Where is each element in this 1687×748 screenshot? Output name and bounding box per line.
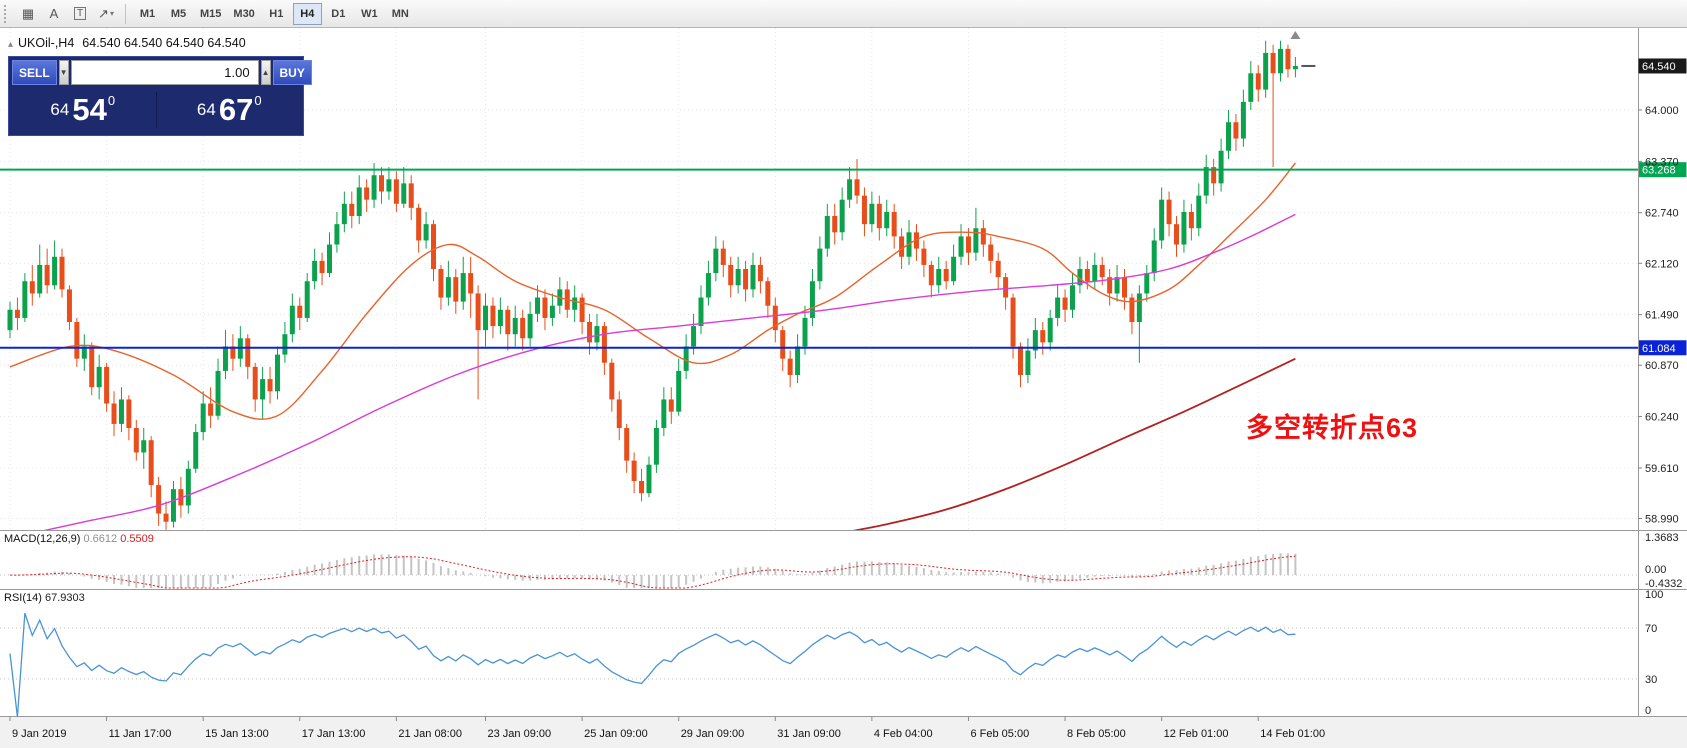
timeframe-mn-button[interactable]: MN — [386, 3, 415, 25]
svg-text:29 Jan 09:00: 29 Jan 09:00 — [681, 728, 745, 740]
ohlc-values: 64.540 64.540 64.540 64.540 — [82, 36, 246, 50]
svg-text:31 Jan 09:00: 31 Jan 09:00 — [777, 728, 841, 740]
svg-text:58.990: 58.990 — [1645, 514, 1679, 526]
buy-price-display[interactable]: 64 67 0 — [159, 88, 301, 132]
svg-text:0.00: 0.00 — [1645, 564, 1666, 576]
svg-text:60.870: 60.870 — [1645, 360, 1679, 372]
svg-text:30: 30 — [1645, 674, 1657, 686]
svg-text:62.740: 62.740 — [1645, 208, 1679, 220]
macd-signal-line — [9, 555, 1296, 589]
timeframe-m5-button[interactable]: M5 — [164, 3, 193, 25]
svg-text:12 Feb 01:00: 12 Feb 01:00 — [1164, 728, 1229, 740]
last-price-label: 64.540 — [1638, 58, 1687, 74]
svg-text:15 Jan 13:00: 15 Jan 13:00 — [205, 728, 269, 740]
ma-slow-line — [43, 213, 1296, 530]
macd-main-value: 0.6612 — [83, 533, 118, 545]
toolbar: ▦ A T ↗ ▾ M1 M5 M15 M30 H1 H4 D1 W1 MN — [0, 0, 1687, 28]
svg-text:6 Feb 05:00: 6 Feb 05:00 — [970, 728, 1029, 740]
chart-shift-marker[interactable] — [1290, 31, 1316, 67]
svg-text:14 Feb 01:00: 14 Feb 01:00 — [1260, 728, 1325, 740]
time-axis[interactable]: 9 Jan 2019 11 Jan 17:00 15 Jan 13:00 17 Jan… — [9, 717, 1325, 740]
toolbar-grip[interactable] — [4, 4, 10, 23]
svg-text:60.240: 60.240 — [1645, 412, 1679, 424]
svg-text:0: 0 — [1645, 705, 1651, 717]
svg-text:21 Jan 08:00: 21 Jan 08:00 — [398, 728, 462, 740]
buy-price-point: 0 — [254, 92, 262, 108]
svg-text:64.000: 64.000 — [1645, 105, 1679, 117]
svg-text:61.084: 61.084 — [1642, 343, 1676, 355]
macd-signal-value: 0.5509 — [120, 533, 154, 545]
rsi-line — [9, 612, 1296, 718]
svg-text:25 Jan 09:00: 25 Jan 09:00 — [584, 728, 648, 740]
symbol-period-label: UKOil-,H4 — [18, 36, 75, 50]
volume-decrease-button[interactable]: ▼ — [58, 60, 69, 85]
svg-text:17 Jan 13:00: 17 Jan 13:00 — [302, 728, 366, 740]
candlesticks — [7, 40, 1298, 530]
rsi-label: RSI(14) — [4, 592, 42, 604]
chevron-down-icon: ▾ — [109, 9, 114, 18]
svg-text:-0.4332: -0.4332 — [1645, 578, 1682, 590]
sell-price-whole: 64 — [50, 100, 70, 119]
panel-frame — [0, 28, 1687, 717]
sell-price-display[interactable]: 64 54 0 — [12, 88, 154, 132]
rsi-panel: 100 70 30 0 — [0, 589, 1663, 718]
svg-text:11 Jan 17:00: 11 Jan 17:00 — [109, 728, 172, 740]
grid-tool-icon[interactable]: ▦ — [16, 3, 40, 25]
svg-text:64.540: 64.540 — [1642, 61, 1676, 73]
svg-text:9 Jan 2019: 9 Jan 2019 — [12, 728, 66, 740]
svg-text:100: 100 — [1645, 589, 1663, 601]
collapse-triangle-icon[interactable]: ▴ — [8, 39, 14, 50]
buy-button[interactable]: BUY — [272, 60, 312, 85]
svg-text:63.370: 63.370 — [1645, 156, 1679, 168]
volume-input[interactable] — [70, 60, 259, 85]
svg-text:23 Jan 09:00: 23 Jan 09:00 — [488, 728, 552, 740]
macd-panel: 1.3683 0.00 -0.4332 — [0, 532, 1682, 590]
volume-increase-button[interactable]: ▲ — [260, 60, 271, 85]
timeframe-h4-button[interactable]: H4 — [292, 2, 322, 25]
svg-text:70: 70 — [1645, 623, 1657, 635]
drawing-tools-dropdown[interactable]: ↗ ▾ — [94, 3, 118, 25]
text-box-glyph: T — [73, 7, 87, 20]
toolbar-separator — [125, 3, 126, 24]
svg-text:59.610: 59.610 — [1645, 463, 1679, 475]
buy-price-pips: 67 — [218, 92, 254, 127]
timeframe-d1-button[interactable]: D1 — [324, 3, 353, 25]
svg-text:62.120: 62.120 — [1645, 258, 1679, 270]
timeframe-h1-button[interactable]: H1 — [262, 3, 291, 25]
sell-price-point: 0 — [107, 92, 116, 108]
rsi-header: RSI(14) 67.9303 — [4, 592, 85, 604]
macd-header: MACD(12,26,9) 0.6612 0.5509 — [4, 533, 154, 545]
buy-price-whole: 64 — [196, 100, 216, 119]
chart-annotation[interactable]: 多空转折点63 — [1246, 413, 1419, 443]
timeframe-m15-button[interactable]: M15 — [195, 3, 226, 25]
timeframe-m30-button[interactable]: M30 — [228, 3, 259, 25]
time-axis-strip[interactable] — [0, 717, 1687, 748]
text-label-tool-icon[interactable]: A — [42, 3, 66, 25]
rsi-value: 67.9303 — [44, 592, 85, 604]
sell-price-pips: 54 — [72, 92, 107, 127]
timeframe-w1-button[interactable]: W1 — [355, 3, 384, 25]
svg-text:4 Feb 04:00: 4 Feb 04:00 — [874, 728, 933, 740]
resistance-line[interactable]: 63.268 — [0, 162, 1687, 178]
ma-long-line — [852, 357, 1296, 530]
svg-text:1.3683: 1.3683 — [1645, 532, 1679, 544]
price-axis[interactable]: 64.000 63.370 62.740 62.120 61.490 60.870 60.2… — [1638, 105, 1679, 526]
svg-text:63.268: 63.268 — [1642, 165, 1676, 177]
ma-fast-line — [9, 162, 1296, 420]
price-divider — [155, 92, 157, 128]
support-line[interactable]: 61.084 — [0, 340, 1687, 356]
macd-label: MACD(12,26,9) — [4, 533, 81, 545]
one-click-trading-panel: SELL ▼ ▲ BUY 64 54 0 64 67 0 — [8, 56, 312, 136]
svg-text:8 Feb 05:00: 8 Feb 05:00 — [1067, 728, 1126, 740]
cursor-icon: ↗ — [98, 5, 109, 21]
timeframe-m1-button[interactable]: M1 — [133, 3, 162, 25]
svg-text:61.490: 61.490 — [1645, 310, 1679, 322]
sell-button[interactable]: SELL — [12, 60, 57, 85]
text-box-tool-icon[interactable]: T — [68, 3, 92, 25]
chart-ohlc-header: ▴ UKOil-,H4 64.540 64.540 64.540 64.540 — [8, 36, 246, 50]
